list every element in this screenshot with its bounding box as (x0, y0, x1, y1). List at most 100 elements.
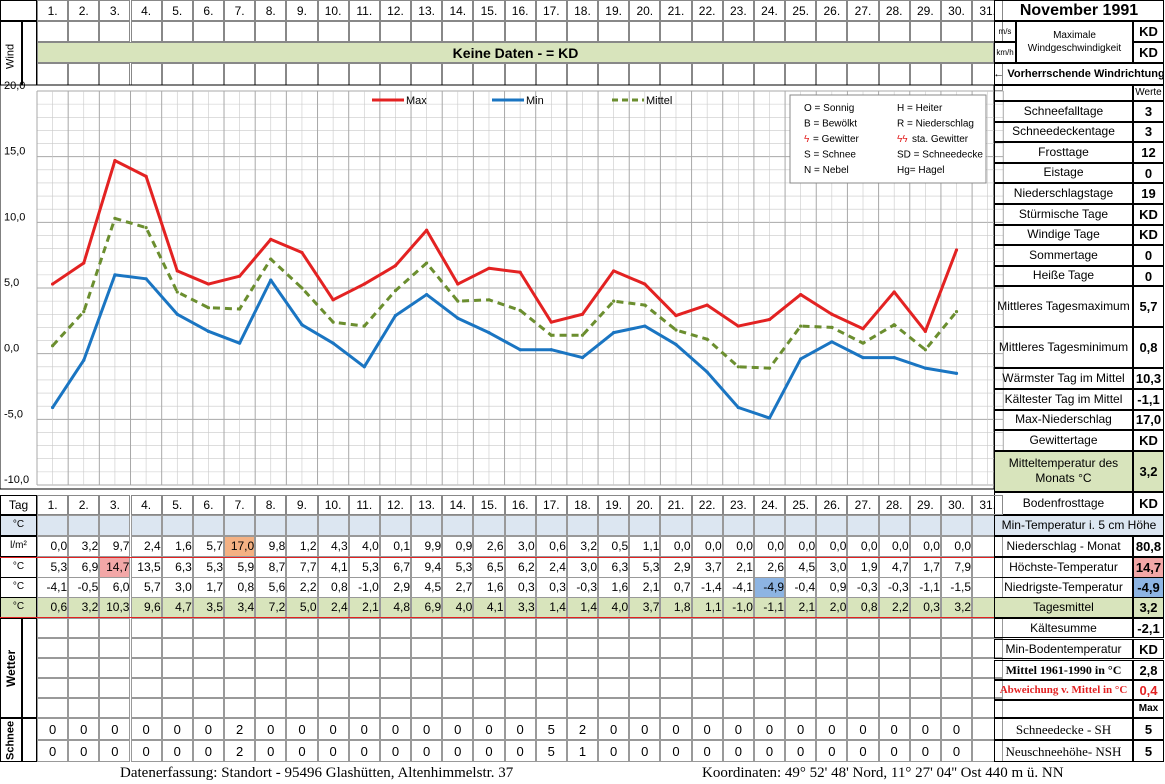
wetter-cell (691, 698, 723, 718)
table-cell: 0,0 (816, 536, 848, 557)
series-point-max (425, 228, 429, 232)
table-cell: 0,0 (722, 536, 754, 557)
table-cell (753, 515, 786, 536)
wetter-cell (442, 698, 474, 718)
day-header: 9. (286, 0, 318, 21)
snow-cell: 0 (442, 718, 474, 740)
day-header: 25. (785, 0, 817, 21)
wind-cell (753, 63, 786, 91)
series-point-max (175, 269, 179, 273)
table-cell: 13,5 (130, 557, 162, 578)
wind-cell (224, 63, 256, 91)
wind-cell (691, 21, 723, 42)
table-cell: 1,9 (847, 557, 879, 578)
wind-cell (535, 21, 567, 42)
series-point-min (612, 331, 616, 335)
wetter-cell (130, 678, 162, 698)
snow-cell: 0 (255, 740, 287, 762)
unit-kmh: km/h (994, 42, 1016, 63)
wetter-cell (68, 698, 100, 718)
wetter-cell (909, 618, 941, 638)
wetter-cell (504, 638, 536, 658)
day-header-bottom: 5. (161, 495, 193, 515)
wind-cell (598, 63, 630, 91)
table-cell: -0,3 (847, 577, 879, 598)
legend-label-mittel: Mittel (646, 95, 672, 107)
snow-cell: 0 (161, 718, 193, 740)
table-cell: 5,3 (192, 557, 224, 578)
wetter-cell (940, 658, 973, 678)
series-point-min (206, 329, 211, 333)
series-point-max (331, 298, 335, 302)
snow-cell: 0 (598, 740, 630, 762)
snow-cell: 0 (753, 718, 786, 740)
table-cell: 5,0 (286, 597, 318, 618)
snow-cell: 0 (99, 740, 131, 762)
extra-row-label: Mittel 1961-1990 in °C (994, 660, 1133, 680)
table-row-label: Niedrigste-Temperatur (994, 577, 1133, 598)
table-cell (68, 515, 100, 536)
snow-cell: 0 (847, 740, 879, 762)
day-header-bottom: 14. (442, 495, 474, 515)
day-header-bottom: 7. (224, 495, 256, 515)
wetter-cell (660, 678, 692, 698)
series-point-mittel (425, 261, 429, 265)
wetter-cell (847, 698, 879, 718)
wetter-cell (192, 678, 224, 698)
wind-cell (348, 63, 380, 91)
series-point-mittel (643, 303, 647, 307)
wetter-cell (317, 658, 349, 678)
wind-cell (224, 21, 256, 42)
table-cell: 5,7 (130, 577, 162, 598)
snow-row-value: 5 (1133, 740, 1164, 762)
series-point-mittel (144, 225, 148, 230)
series-point-max (362, 282, 366, 286)
table-cell: -0,3 (566, 577, 599, 598)
wind-cell (940, 63, 973, 91)
wetter-cell (691, 638, 723, 658)
wind-cell (37, 21, 69, 42)
stat-value: KD (1133, 224, 1164, 246)
day-header-bottom: 29. (909, 495, 941, 515)
snow-cell: 0 (68, 718, 100, 740)
wind-cell (878, 21, 910, 42)
wetter-cell (660, 618, 692, 638)
max-wind-kmh: KD (1133, 42, 1164, 63)
day-header-bottom: 30. (940, 495, 973, 515)
snow-cell: 0 (99, 718, 131, 740)
table-cell: 0,8 (224, 577, 256, 598)
series-point-mittel (549, 333, 553, 337)
table-cell: 0,0 (660, 536, 692, 557)
snow-cell: 0 (878, 740, 910, 762)
wetter-cell (535, 658, 567, 678)
unit-label: °C (0, 515, 37, 536)
wetter-cell (317, 638, 349, 658)
wetter-cell (504, 658, 536, 678)
stat-value: KD (1133, 430, 1164, 451)
wetter-cell (37, 638, 69, 658)
table-cell: 2,6 (753, 557, 786, 578)
wetter-cell (68, 638, 100, 658)
wetter-cell (130, 638, 162, 658)
table-cell (286, 515, 318, 536)
series-point-min (518, 348, 522, 352)
series-line-mittel (51, 216, 958, 370)
wetter-cell (940, 698, 973, 718)
snow-cell: 2 (224, 718, 256, 740)
table-cell (473, 515, 505, 536)
wetter-cell (317, 678, 349, 698)
table-cell (130, 515, 162, 536)
table-cell (785, 515, 817, 536)
series-point-min (799, 357, 803, 361)
table-cell: 2,6 (473, 536, 505, 557)
snow-cell: 0 (940, 718, 973, 740)
wetter-cell (37, 658, 69, 678)
series-point-mittel (82, 310, 86, 314)
snow-cell: 0 (192, 740, 224, 762)
snow-cell: 0 (286, 740, 318, 762)
table-row-value: 14,7 (1133, 557, 1164, 578)
wind-cell (99, 63, 131, 91)
series-point-min (549, 348, 553, 352)
table-cell (909, 515, 941, 536)
